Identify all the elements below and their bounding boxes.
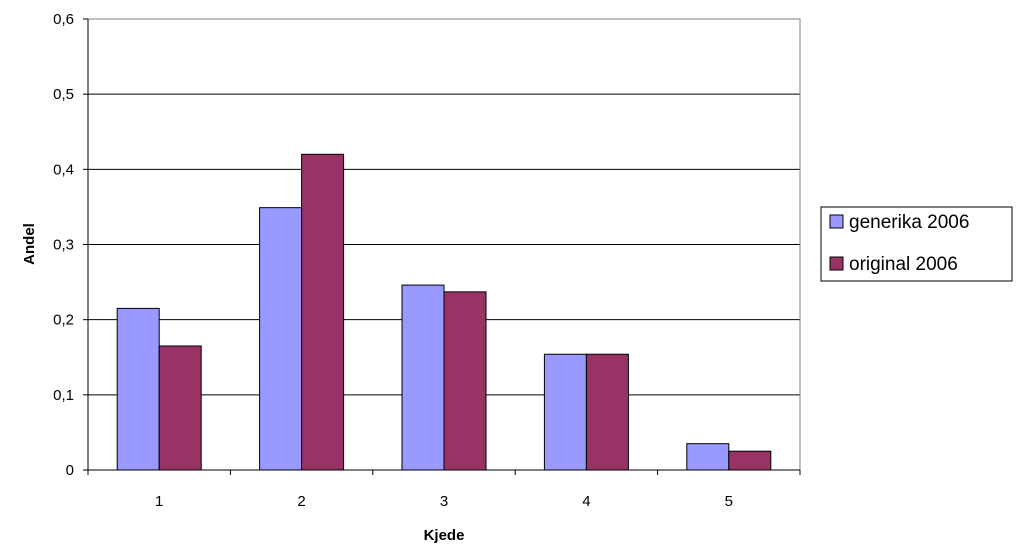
y-tick-label: 0,6 [53, 11, 74, 28]
x-tick-label: 4 [582, 493, 590, 510]
bar-generika [116, 307, 160, 471]
x-axis-ticks: 1 2 3 4 5 [87, 470, 801, 510]
x-tick-label: 5 [725, 493, 733, 510]
legend-swatch-generika [829, 214, 844, 229]
bar-original [728, 450, 772, 471]
bar-original [158, 345, 202, 471]
bar-original [443, 291, 487, 471]
x-tick-label: 3 [440, 493, 448, 510]
y-axis-ticks: 0 0,1 0,2 0,3 0,4 0,5 0,6 [53, 11, 88, 479]
bar-original [301, 153, 345, 471]
y-tick-label: 0,5 [53, 86, 74, 103]
bars [116, 153, 772, 471]
legend: generika 2006 original 2006 [820, 206, 1013, 282]
y-tick-label: 0,4 [53, 161, 74, 178]
legend-swatch-original [829, 256, 844, 271]
y-tick-label: 0,2 [53, 312, 74, 329]
bar-generika [543, 353, 587, 471]
y-axis-title: Andel [21, 223, 38, 265]
bar-generika [401, 284, 445, 471]
bar-generika [259, 207, 303, 471]
bar-generika [686, 443, 730, 471]
y-tick-label: 0,3 [53, 237, 74, 254]
bar-original [585, 353, 629, 471]
x-tick-label: 2 [297, 493, 305, 510]
legend-frame [820, 206, 1013, 282]
x-tick-label: 1 [155, 493, 163, 510]
y-tick-label: 0 [66, 462, 74, 479]
x-axis-title: Kjede [424, 527, 465, 544]
legend-label-original: original 2006 [849, 254, 958, 275]
legend-label-generika: generika 2006 [849, 212, 969, 233]
y-tick-label: 0,1 [53, 387, 74, 404]
